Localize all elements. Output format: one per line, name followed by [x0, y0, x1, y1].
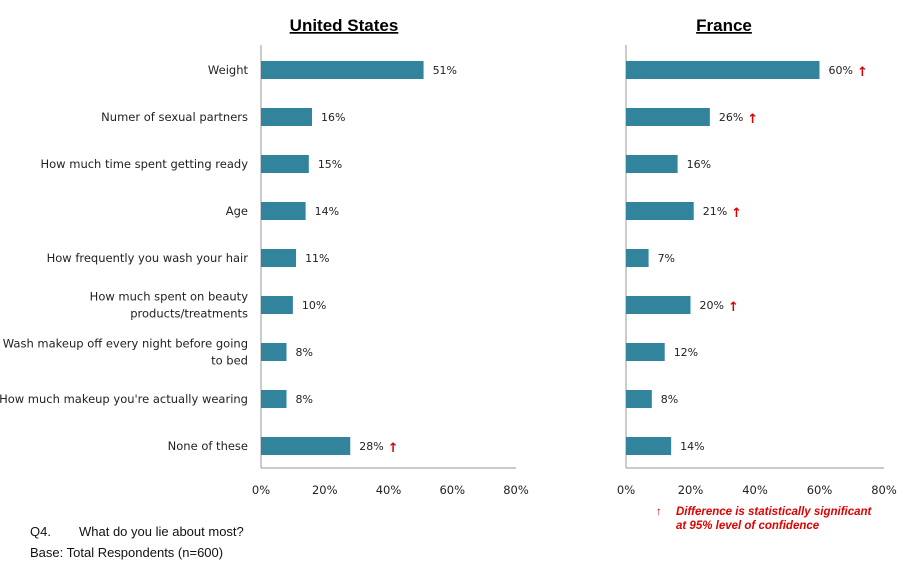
panel-title-france: France [696, 16, 752, 35]
significance-arrow-icon: ↑ [731, 206, 742, 221]
value-label: 11% [305, 252, 329, 265]
value-label: 10% [302, 299, 326, 312]
significance-arrow-icon: ↑ [388, 441, 399, 456]
x-tick-label: 20% [678, 483, 704, 497]
value-label: 60% [829, 64, 853, 77]
bar [626, 61, 820, 79]
value-label: 51% [433, 64, 457, 77]
significance-arrow-icon: ↑ [656, 506, 662, 518]
x-tick-label: 40% [376, 483, 402, 497]
value-label: 15% [318, 158, 342, 171]
bar [626, 108, 710, 126]
bar [261, 249, 297, 267]
x-tick-label: 0% [252, 483, 270, 497]
value-label: 14% [680, 440, 704, 453]
bar [261, 437, 351, 455]
bar [261, 343, 287, 361]
chart-area: United States France Weight Numer of sexu… [0, 16, 897, 497]
x-tick-label: 60% [439, 483, 465, 497]
category-label: How much time spent getting ready [41, 157, 249, 171]
x-tick-label: 80% [503, 483, 529, 497]
significance-arrow-icon: ↑ [857, 65, 868, 80]
category-label: Numer of sexual partners [101, 110, 248, 124]
question-label: Q4. [30, 524, 51, 539]
category-label: Age [226, 204, 248, 218]
bar [261, 202, 306, 220]
bar [261, 108, 312, 126]
value-label: 14% [315, 205, 339, 218]
value-label: 16% [321, 111, 345, 124]
panel-title-us: United States [290, 16, 399, 35]
category-label: None of these [168, 439, 248, 453]
value-label: 8% [296, 393, 313, 406]
bar [626, 437, 672, 455]
x-tick-label: 80% [871, 483, 897, 497]
value-label: 28% [359, 440, 383, 453]
category-label: Wash makeup off every night before going… [3, 337, 248, 368]
bar [626, 343, 665, 361]
bar [261, 296, 293, 314]
x-tick-label: 60% [807, 483, 833, 497]
value-label: 8% [661, 393, 678, 406]
category-label: How frequently you wash your hair [47, 251, 249, 265]
x-tick-label: 20% [312, 483, 338, 497]
category-label: Weight [208, 63, 249, 77]
bar [261, 390, 287, 408]
value-label: 20% [700, 299, 724, 312]
bar [626, 155, 678, 173]
category-label: How much makeup you're actually wearing [0, 392, 248, 406]
value-label: 26% [719, 111, 743, 124]
value-label: 8% [296, 346, 313, 359]
value-label: 21% [703, 205, 727, 218]
x-tick-label: 0% [617, 483, 635, 497]
base-text: Base: Total Respondents (n=600) [30, 545, 224, 560]
x-tick-label: 40% [742, 483, 768, 497]
category-label: How much spent on beauty products/treatme… [90, 290, 249, 321]
bar [261, 61, 424, 79]
bar [261, 155, 309, 173]
significance-arrow-icon: ↑ [728, 300, 739, 315]
significance-arrow-icon: ↑ [747, 112, 758, 127]
bar [626, 249, 649, 267]
value-label: 16% [687, 158, 711, 171]
legend-text-line2: at 95% level of confidence [676, 520, 820, 532]
bar [626, 390, 652, 408]
question-text: What do you lie about most? [79, 524, 244, 539]
value-label: 7% [658, 252, 675, 265]
bar [626, 202, 694, 220]
legend-text-line1: Difference is statistically significant [676, 506, 872, 518]
bar [626, 296, 691, 314]
value-label: 12% [674, 346, 698, 359]
